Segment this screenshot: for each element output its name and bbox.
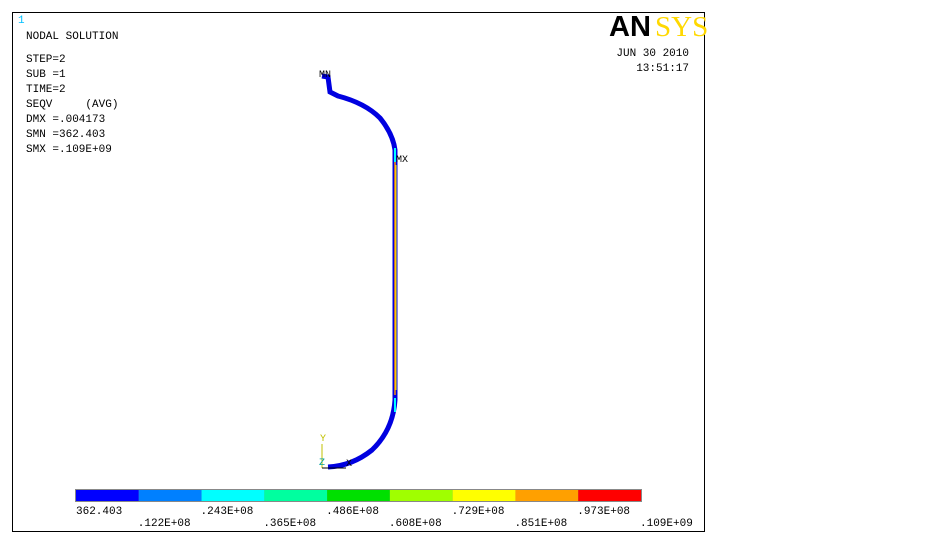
legend-label: .243E+08	[201, 506, 254, 518]
logo-sys: SYS	[655, 11, 708, 43]
min-label: MN	[319, 70, 331, 81]
logo-an: AN	[609, 11, 651, 43]
legend-swatch	[578, 490, 641, 501]
triad-z-label: Z	[319, 458, 325, 469]
triad-y-label: Y	[320, 434, 326, 445]
legend-label: .608E+08	[389, 518, 442, 530]
legend-swatch	[138, 490, 202, 501]
time: 13:51:17	[636, 63, 689, 75]
legend-label: .109E+09	[640, 518, 693, 530]
legend-label: 362.403	[76, 506, 122, 518]
legend-label: .365E+08	[263, 518, 316, 530]
legend-label: .973E+08	[577, 506, 630, 518]
legend-swatch	[452, 490, 516, 501]
date: JUN 30 2010	[616, 48, 689, 60]
max-label: MX	[396, 155, 408, 166]
legend-label: .729E+08	[452, 506, 505, 518]
legend-label: .486E+08	[326, 506, 379, 518]
legend-swatch	[76, 490, 139, 501]
info-line: SMN =362.403	[26, 129, 105, 141]
triad-x-label: X	[346, 459, 352, 470]
info-line: TIME=2	[26, 84, 66, 96]
legend-swatch	[515, 490, 579, 501]
legend-label: .851E+08	[514, 518, 567, 530]
legend-swatch	[264, 490, 328, 501]
legend-label: .122E+08	[138, 518, 191, 530]
legend: 362.403 .122E+08 .243E+08 .365E+08 .486E+08.…	[75, 489, 693, 530]
info-lines: STEP=2 SUB =1 TIME=2 SEQV (AVG) DMX =.004173…	[26, 54, 118, 156]
info-line: SMX =.109E+09	[26, 144, 112, 156]
legend-swatch	[389, 490, 453, 501]
info-line: SUB =1	[26, 69, 66, 81]
viewport-frame	[12, 12, 705, 532]
info-title: NODAL SOLUTION	[26, 31, 118, 43]
legend-swatch	[201, 490, 265, 501]
window-number: 1	[18, 15, 25, 27]
info-line: SEQV (AVG)	[26, 99, 118, 111]
info-line: STEP=2	[26, 54, 66, 66]
info-line: DMX =.004173	[26, 114, 105, 126]
legend-swatch	[327, 490, 390, 501]
